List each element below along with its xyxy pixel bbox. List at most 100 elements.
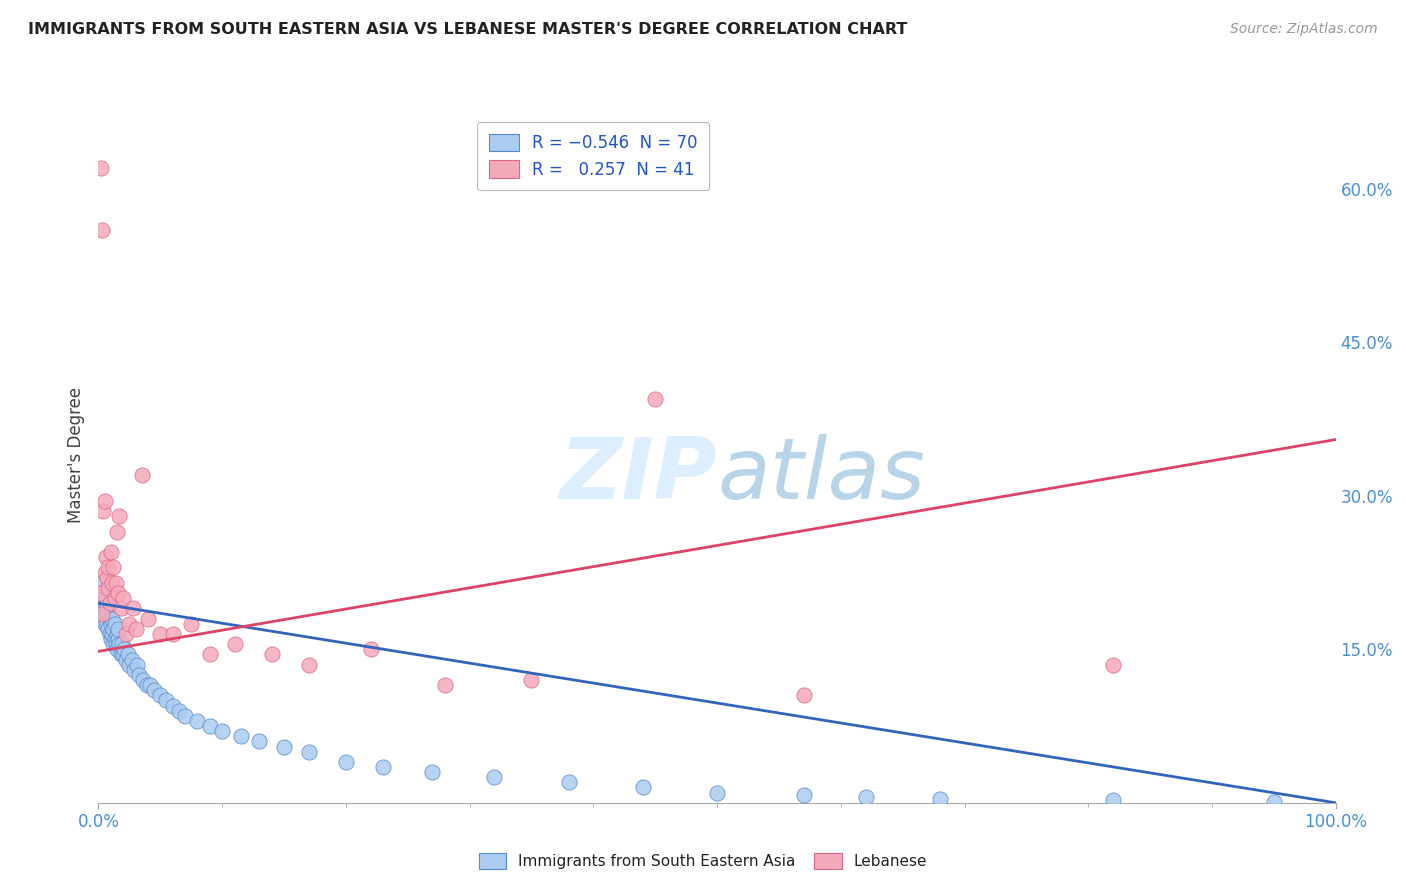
Point <box>91 586 114 600</box>
Text: ZIP: ZIP <box>560 434 717 517</box>
Point <box>105 524 128 539</box>
Point <box>1102 657 1125 672</box>
Point <box>101 612 124 626</box>
Point <box>371 760 394 774</box>
Point <box>114 627 136 641</box>
Point <box>360 642 382 657</box>
Point <box>98 612 121 626</box>
Point <box>91 223 114 237</box>
Point <box>793 788 815 802</box>
Point <box>93 566 115 580</box>
Point <box>110 648 132 662</box>
Point <box>110 601 132 615</box>
Point <box>93 494 115 508</box>
Point <box>211 724 233 739</box>
Point <box>520 673 543 687</box>
Point <box>121 652 143 666</box>
Point <box>422 765 444 780</box>
Y-axis label: Master's Degree: Master's Degree <box>66 387 84 523</box>
Point <box>124 663 146 677</box>
Point <box>1263 795 1285 809</box>
Point <box>273 739 295 754</box>
Point <box>125 657 148 672</box>
Point <box>135 678 157 692</box>
Point <box>855 789 877 804</box>
Point <box>100 632 122 646</box>
Point <box>105 627 128 641</box>
Point <box>198 648 221 662</box>
Point <box>149 689 172 703</box>
Point <box>139 678 162 692</box>
Point <box>96 616 118 631</box>
Point <box>103 632 125 646</box>
Point <box>118 657 141 672</box>
Point <box>132 673 155 687</box>
Point <box>112 642 135 657</box>
Point <box>433 678 456 692</box>
Point <box>107 632 129 646</box>
Text: Source: ZipAtlas.com: Source: ZipAtlas.com <box>1230 22 1378 37</box>
Point <box>162 698 184 713</box>
Point <box>89 586 111 600</box>
Point <box>484 770 506 784</box>
Point <box>108 509 131 524</box>
Point <box>124 622 146 636</box>
Text: IMMIGRANTS FROM SOUTH EASTERN ASIA VS LEBANESE MASTER'S DEGREE CORRELATION CHART: IMMIGRANTS FROM SOUTH EASTERN ASIA VS LE… <box>28 22 907 37</box>
Point <box>98 596 121 610</box>
Point <box>103 616 125 631</box>
Point <box>100 616 122 631</box>
Point <box>118 616 141 631</box>
Point <box>97 622 120 636</box>
Point <box>89 596 111 610</box>
Point <box>149 627 172 641</box>
Legend: R = −0.546  N = 70, R =   0.257  N = 41: R = −0.546 N = 70, R = 0.257 N = 41 <box>477 122 710 190</box>
Point <box>260 648 283 662</box>
Point <box>94 591 117 606</box>
Point <box>96 601 118 615</box>
Point <box>101 575 124 590</box>
Point <box>335 755 357 769</box>
Text: atlas: atlas <box>717 434 925 517</box>
Point <box>100 545 122 559</box>
Point <box>644 392 666 406</box>
Point <box>167 704 190 718</box>
Point <box>224 637 246 651</box>
Point <box>93 504 115 518</box>
Point <box>112 591 135 606</box>
Point <box>98 627 121 641</box>
Point <box>101 627 124 641</box>
Point <box>229 729 252 743</box>
Point <box>103 560 125 574</box>
Point <box>93 596 115 610</box>
Point <box>103 591 125 606</box>
Point <box>104 575 127 590</box>
Point <box>90 591 112 606</box>
Point <box>91 607 114 621</box>
Point <box>247 734 270 748</box>
Point <box>97 607 120 621</box>
Point <box>793 689 815 703</box>
Point <box>93 616 115 631</box>
Point <box>557 775 579 789</box>
Point <box>90 161 112 176</box>
Point <box>114 652 136 666</box>
Point <box>93 607 115 621</box>
Point <box>162 627 184 641</box>
Point <box>1102 793 1125 807</box>
Point <box>104 637 127 651</box>
Point <box>103 637 125 651</box>
Point <box>103 622 125 636</box>
Point <box>107 586 129 600</box>
Point <box>91 601 114 615</box>
Point <box>186 714 208 728</box>
Point <box>93 601 115 615</box>
Point <box>174 708 197 723</box>
Point <box>298 745 321 759</box>
Point <box>94 550 117 565</box>
Point <box>155 693 177 707</box>
Point <box>706 786 728 800</box>
Point <box>94 607 117 621</box>
Point <box>122 601 145 615</box>
Point <box>97 560 120 574</box>
Point <box>117 648 139 662</box>
